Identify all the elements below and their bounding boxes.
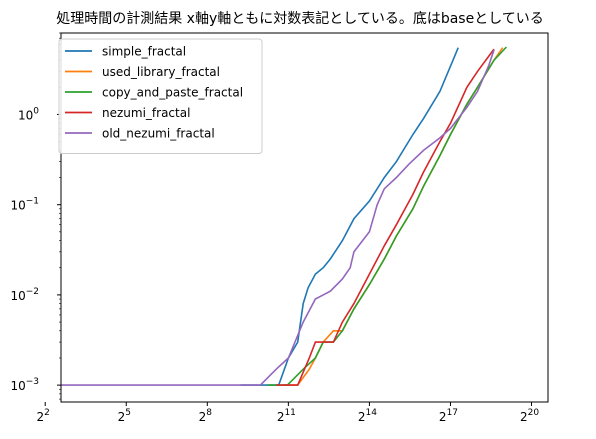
legend-label: old_nezumi_fractal — [102, 127, 215, 141]
x-axis-ticks: 22 25 28 211 214 217 220 — [37, 402, 539, 424]
legend-label: copy_and_paste_fractal — [102, 86, 243, 100]
y-tick-label: 10−3 — [10, 377, 39, 393]
legend: simple_fractal used_library_fractal copy_a… — [58, 38, 263, 154]
y-axis-ticks: 100 10−1 10−2 10−3 — [10, 32, 61, 400]
legend-box — [58, 38, 263, 154]
series-line-copy-and-paste-fractal — [267, 46, 507, 386]
x-tick-label: 211 — [277, 408, 296, 424]
series-line-simple-fractal — [240, 47, 459, 386]
x-tick-label: 22 — [37, 408, 50, 424]
plot-lines — [61, 46, 507, 386]
y-tick-label: 100 — [18, 106, 39, 122]
y-tick-label: 10−1 — [10, 197, 39, 213]
y-tick-label: 10−2 — [10, 287, 39, 303]
x-tick-label: 214 — [358, 408, 377, 424]
x-tick-label: 217 — [439, 408, 458, 424]
x-tick-label: 28 — [199, 408, 213, 424]
x-tick-label: 25 — [118, 408, 131, 424]
legend-label: used_library_fractal — [102, 65, 220, 79]
legend-label: simple_fractal — [102, 45, 186, 59]
legend-label: nezumi_fractal — [102, 106, 190, 120]
x-tick-label: 220 — [520, 408, 539, 424]
chart-title: 処理時間の計測結果 x軸y軸ともに対数表記としている。底はbaseとしている — [56, 10, 544, 27]
series-line-old-nezumi-fractal — [61, 49, 495, 386]
plot-frame — [60, 32, 549, 403]
series-line-nezumi-fractal — [276, 48, 495, 386]
